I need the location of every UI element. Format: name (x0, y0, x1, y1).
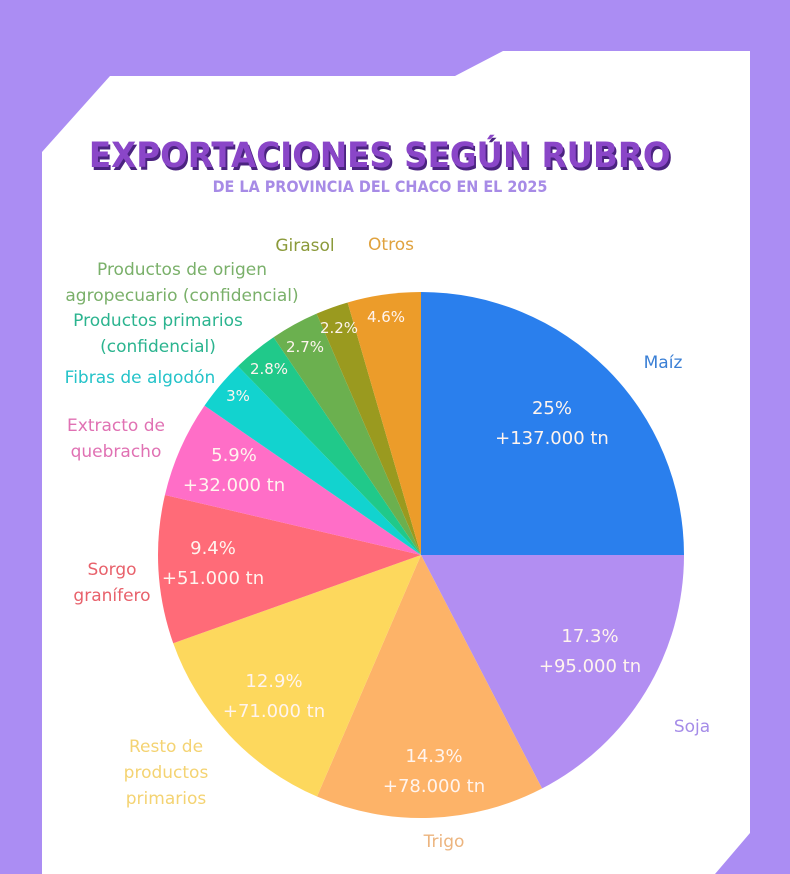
slice-category-label: Soja (673, 717, 711, 737)
pie-slice (157, 494, 421, 644)
pie-slice (421, 292, 684, 555)
title-text: EXPORTACIONES SEGÚN RUBRO (89, 136, 671, 176)
pie-slice (204, 366, 421, 555)
slice-value-label: 17.3% +95.000 tn (538, 626, 642, 677)
slice-value-label: 9.4% +51.000 tn (161, 538, 265, 589)
slice-category-label: Productos de origen agropecuario (confide… (65, 260, 299, 306)
slice-category-label: Fibras de algodón (64, 368, 216, 388)
subtitle-text: DE LA PROVINCIA DEL CHACO EN EL 2025 (212, 177, 548, 196)
slice-category-label: Trigo (423, 832, 465, 852)
slice-category-label: Otros (368, 235, 414, 255)
pie-slice (316, 302, 421, 555)
page-subtitle: DE LA PROVINCIA DEL CHACO EN EL 2025 (0, 177, 790, 196)
slice-category-label: Girasol (275, 236, 335, 256)
slice-value-label: 2.7% (285, 338, 325, 356)
pie-slice (316, 555, 543, 818)
pie-slice (164, 405, 422, 555)
slice-value-label: 5.9% +32.000 tn (182, 445, 286, 496)
slice-category-label: Resto de productos primarios (123, 737, 209, 809)
slice-value-label: 2.8% (249, 360, 289, 378)
slice-category-label: Extracto de quebracho (67, 416, 165, 462)
slice-value-label: 2.2% (319, 319, 359, 337)
slice-value-label: 25% +137.000 tn (495, 398, 609, 449)
pie-slice (421, 555, 684, 789)
slice-value-label: 14.3% +78.000 tn (382, 746, 486, 797)
pie-slice (237, 337, 421, 555)
slice-value-label: 3% (226, 387, 250, 405)
slice-category-label: Productos primarios (confidencial) (73, 311, 243, 357)
pie-slice (173, 555, 421, 797)
slice-category-label: Sorgo granífero (73, 560, 151, 606)
slice-value-label: 12.9% +71.000 tn (222, 671, 326, 722)
page-title: EXPORTACIONES SEGÚN RUBRO (0, 136, 790, 176)
slice-value-label: 4.6% (366, 308, 406, 326)
pie-slice (273, 313, 421, 555)
pie-slice (347, 292, 421, 555)
slice-category-label: Maíz (643, 353, 683, 373)
